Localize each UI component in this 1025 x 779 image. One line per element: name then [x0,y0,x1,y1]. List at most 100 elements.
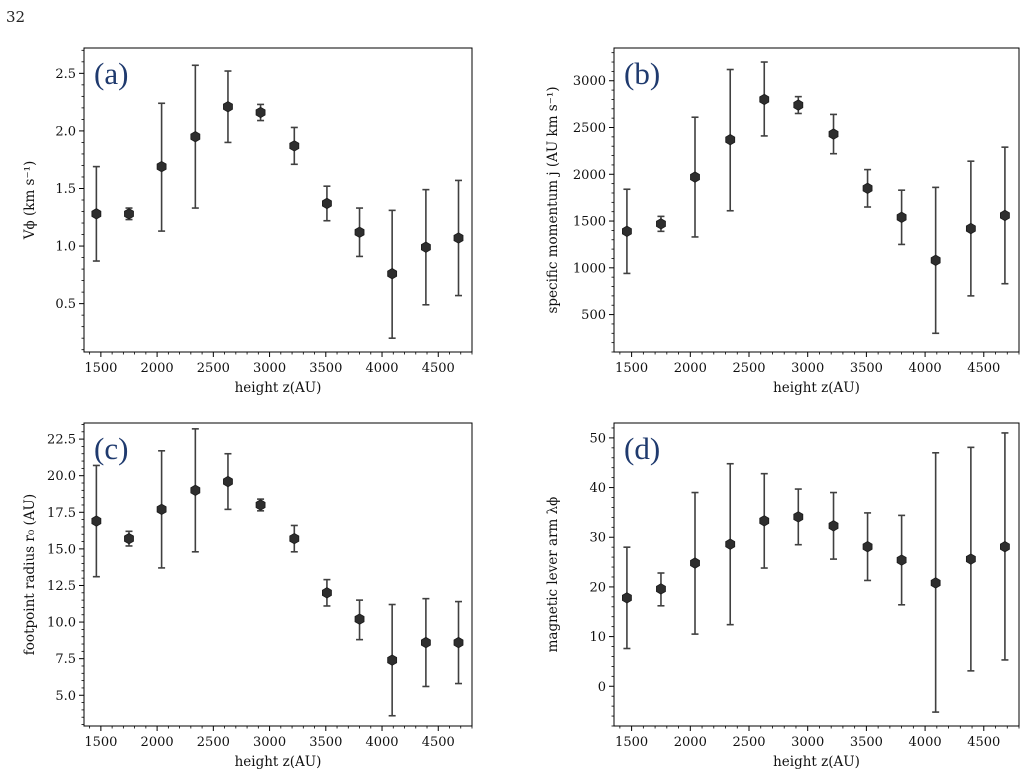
data-point [725,134,736,146]
data-point [759,93,770,106]
y-tick-label: 30 [589,531,606,546]
data-point [453,636,464,649]
chart-panel-d: 1500 2000 2500 3000 3500 4000 4500 0 10 20 30 40 50 h… [545,422,1020,770]
data-point [896,211,907,223]
data-point [190,484,201,496]
x-tick-label: 2000 [674,735,707,750]
data-point [255,499,266,511]
data-point [690,557,700,569]
x-tick-label: 4500 [967,735,1000,750]
panel-label-c: (c) [94,431,128,466]
plot-frame [83,422,473,727]
y-tick-label: 0 [598,680,606,695]
x-tick-label: 2000 [141,361,174,376]
y-axis-label: specific momentum j (AU km s⁻¹) [545,86,561,313]
x-tick-label: 2000 [674,361,707,376]
data-point [322,197,332,210]
chart-panel-c: 1500 2000 2500 3000 3500 4000 4500 5.0 7.5 10.0 12… [22,422,473,770]
x-tick-label: 3500 [309,361,342,376]
x-tick-label: 2500 [732,361,765,376]
y-tick-label: 12.5 [47,579,76,594]
x-axis-label: height z(AU) [773,754,860,770]
y-tick-label: 10 [589,630,606,645]
data-point [387,268,398,280]
data-point [156,503,167,516]
x-tick-label: 3500 [850,361,883,376]
plot-frame [613,47,1020,353]
y-tick-label: 15.0 [47,542,76,557]
data-point [354,226,365,238]
data-point [91,208,102,220]
data-point [91,515,102,527]
data-point [255,106,266,119]
y-tick-label: 20.0 [47,469,76,484]
page-number: 32 [6,8,26,26]
data-point [453,232,464,244]
y-axis-label: footpoint radius r₀ (AU) [22,494,38,655]
y-tick-label: 2.0 [55,124,76,139]
x-tick-label: 2500 [197,361,230,376]
data-point [622,225,632,238]
data-point [656,218,666,230]
x-tick-label: 3500 [850,735,883,750]
x-tick-label: 4000 [909,361,942,376]
y-axis-label: magnetic lever arm λϕ [545,497,561,653]
y-tick-label: 1.5 [55,182,76,197]
x-tick-label: 3000 [791,361,824,376]
x-tick-label: 4000 [365,361,398,376]
y-tick-label: 50 [589,431,606,446]
data-point [124,208,134,220]
y-tick-label: 5.0 [55,689,76,704]
y-tick-label: 2.5 [55,67,76,82]
x-tick-label: 4000 [365,735,398,750]
data-point [387,654,398,666]
data-point [930,577,941,589]
data-point [965,222,976,235]
data-point [622,592,632,604]
data-point [1000,541,1010,553]
x-axis-label: height z(AU) [773,380,860,396]
y-tick-label: 0.5 [55,297,76,312]
y-tick-label: 1500 [573,215,606,230]
plot-frame [83,47,473,353]
data-point [156,160,167,173]
data-point [354,613,365,625]
y-tick-label: 2500 [573,121,606,136]
data-point [930,254,941,266]
data-point [420,241,431,253]
data-point [828,520,839,532]
x-axis-label: height z(AU) [235,380,322,396]
y-tick-label: 7.5 [55,652,76,667]
x-tick-label: 1500 [615,735,648,750]
data-point [828,128,839,140]
x-tick-label: 3500 [309,735,342,750]
y-tick-label: 20 [589,580,606,595]
x-tick-label: 4500 [422,735,455,750]
chart-panel-b: 1500 2000 2500 3000 3500 4000 4500 500 1000 1500 2… [545,47,1020,396]
x-tick-label: 2000 [141,735,174,750]
data-point [289,532,300,545]
y-tick-label: 500 [581,308,606,323]
data-point [656,583,666,595]
panel-label-d: (d) [624,431,660,466]
data-point [725,538,736,550]
data-point [223,101,233,113]
y-tick-label: 22.5 [47,433,76,448]
plot-frame [613,422,1020,727]
data-point [793,99,804,111]
data-point [793,511,804,523]
data-point [322,587,332,599]
x-axis-label: height z(AU) [235,754,322,770]
data-point [289,140,300,152]
chart-panel-a: 1500 2000 2500 3000 3500 4000 4500 0.5 1.0 1.5 2.0… [22,47,473,396]
data-point [965,553,976,565]
panel-label-b: (b) [624,56,660,91]
y-tick-label: 10.0 [47,616,76,631]
x-tick-label: 2500 [732,735,765,750]
x-tick-label: 1500 [84,735,117,750]
data-point [896,554,907,566]
y-tick-label: 17.5 [47,506,76,521]
y-tick-label: 1000 [573,261,606,276]
y-tick-label: 1.0 [55,240,76,255]
y-axis-label: Vϕ (km s⁻¹) [22,161,38,241]
